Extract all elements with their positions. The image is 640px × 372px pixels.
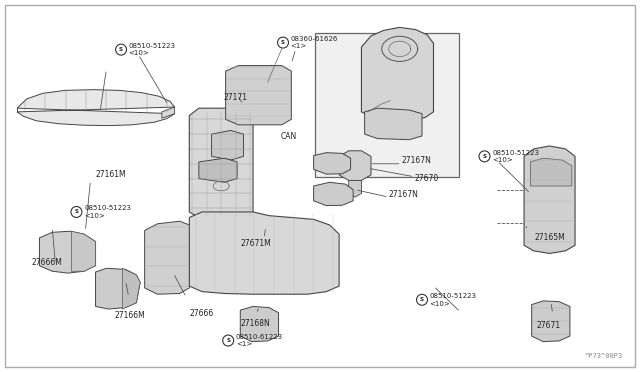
Text: S: S [119, 47, 123, 52]
Polygon shape [122, 268, 140, 309]
Polygon shape [365, 108, 422, 140]
Polygon shape [314, 153, 351, 174]
Text: 08510-61223
<1>: 08510-61223 <1> [236, 334, 283, 347]
Text: 27167N: 27167N [389, 190, 419, 199]
Polygon shape [71, 231, 95, 271]
Text: 08360-61626
<1>: 08360-61626 <1> [291, 36, 338, 49]
Text: 27167N: 27167N [402, 156, 431, 165]
Polygon shape [531, 158, 572, 186]
Polygon shape [17, 90, 175, 126]
Polygon shape [189, 108, 253, 218]
Polygon shape [145, 221, 189, 294]
Text: CAN: CAN [280, 132, 297, 141]
Text: 27165M: 27165M [534, 232, 565, 242]
Polygon shape [362, 28, 433, 121]
Polygon shape [349, 180, 362, 197]
Polygon shape [524, 146, 575, 253]
Polygon shape [226, 65, 291, 125]
Text: 27161M: 27161M [95, 170, 126, 179]
Text: 27666M: 27666M [31, 258, 62, 267]
Text: 08510-51223
<10>: 08510-51223 <10> [429, 293, 477, 307]
Text: 08510-51223
<10>: 08510-51223 <10> [492, 150, 539, 163]
Polygon shape [212, 131, 243, 160]
Text: S: S [483, 154, 486, 159]
Text: 27671M: 27671M [240, 239, 271, 248]
Polygon shape [199, 158, 237, 182]
Text: S: S [420, 297, 424, 302]
Text: 27166M: 27166M [115, 311, 145, 320]
Text: 08510-51223
<10>: 08510-51223 <10> [84, 205, 131, 219]
Polygon shape [162, 107, 175, 118]
Polygon shape [240, 307, 278, 341]
Text: S: S [281, 40, 285, 45]
Text: 08510-51223
<10>: 08510-51223 <10> [129, 43, 176, 57]
Text: 27670: 27670 [414, 174, 438, 183]
Text: 27666: 27666 [190, 309, 214, 318]
Text: 27671: 27671 [537, 321, 561, 330]
Bar [315, 33, 460, 177]
Polygon shape [532, 301, 570, 341]
Text: 27171: 27171 [223, 93, 247, 102]
Text: S: S [74, 209, 79, 214]
Polygon shape [189, 212, 339, 294]
Polygon shape [95, 268, 140, 309]
Text: ^P73^00P3: ^P73^00P3 [584, 353, 623, 359]
Polygon shape [314, 182, 353, 206]
Text: 27168N: 27168N [240, 319, 270, 328]
Polygon shape [339, 151, 371, 180]
Polygon shape [40, 231, 95, 273]
Text: S: S [226, 338, 230, 343]
